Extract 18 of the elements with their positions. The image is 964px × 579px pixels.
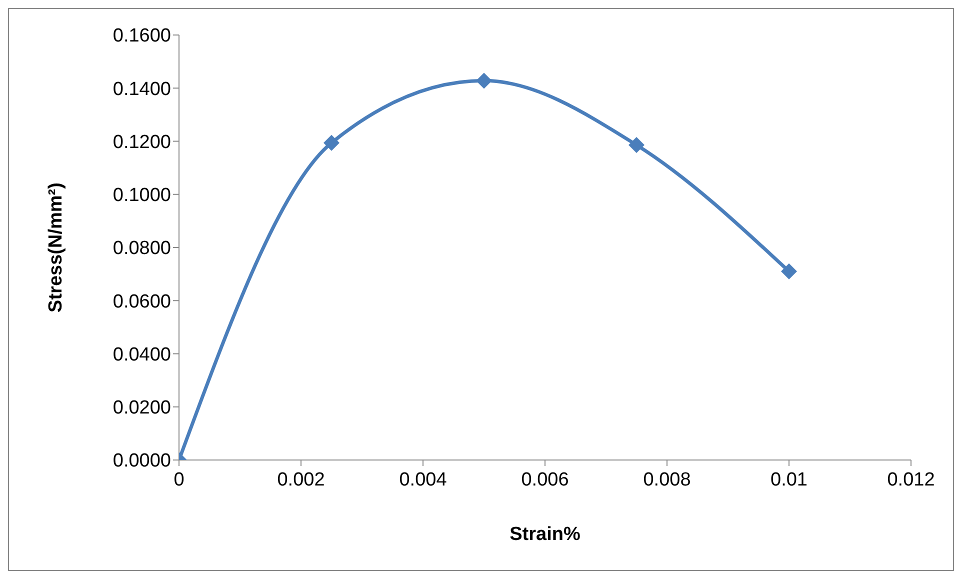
y-tick-label: 0.1200 (112, 132, 171, 153)
y-axis-title: Stress(N/mm²) (46, 182, 67, 312)
x-tick-label: 0.008 (643, 469, 691, 490)
x-tick-label: 0 (174, 469, 184, 490)
y-tick-label: 0.0600 (112, 291, 171, 312)
x-tick-label: 0.002 (277, 469, 325, 490)
y-tick-label: 0.0000 (112, 450, 171, 472)
y-tick-label: 0.1000 (112, 185, 171, 206)
x-tick-label: 0.012 (887, 469, 935, 490)
x-tick-label: 0.006 (521, 469, 569, 490)
y-tick-label: 0.1600 (112, 26, 171, 47)
y-tick-label: 0.0400 (112, 344, 171, 366)
y-tick-label: 0.0200 (112, 398, 171, 419)
y-tick-label: 0.1400 (112, 78, 171, 100)
x-tick-label: 0.01 (770, 469, 808, 490)
x-axis-title: Strain% (510, 524, 580, 545)
x-tick-label: 0.004 (399, 469, 448, 490)
y-tick-label: 0.0800 (112, 238, 171, 260)
